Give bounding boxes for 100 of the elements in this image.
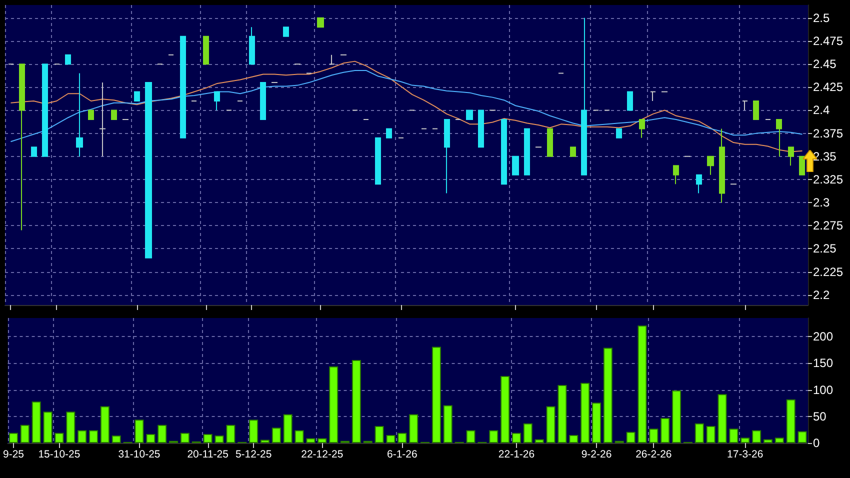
candlestick bbox=[180, 36, 186, 138]
bar bbox=[329, 366, 338, 443]
candlestick bbox=[753, 100, 759, 120]
y-tick-label: 100 bbox=[813, 382, 834, 397]
candlestick bbox=[444, 118, 450, 194]
bar bbox=[214, 436, 224, 443]
bar bbox=[774, 438, 784, 443]
bar bbox=[158, 424, 167, 443]
x-tick-label: 5-12-25 bbox=[235, 448, 272, 460]
line-series bbox=[10, 70, 803, 142]
bar bbox=[43, 412, 52, 443]
bar bbox=[512, 432, 521, 443]
bar bbox=[249, 420, 258, 443]
x-tick-label: 17-3-26 bbox=[727, 448, 764, 460]
candlestick bbox=[788, 146, 794, 166]
bar bbox=[558, 385, 567, 443]
bar bbox=[432, 346, 441, 443]
candlestick bbox=[99, 82, 106, 157]
bar bbox=[740, 438, 750, 443]
y-tick-label: 2.375 bbox=[813, 126, 844, 140]
candlestick bbox=[375, 137, 381, 185]
bar bbox=[54, 432, 64, 443]
bar bbox=[283, 414, 292, 443]
bar bbox=[798, 431, 807, 443]
y-tick-label: 2.4 bbox=[813, 103, 830, 118]
bar bbox=[660, 418, 670, 443]
bar bbox=[672, 390, 682, 443]
x-tick-label: 6-1-26 bbox=[386, 448, 418, 460]
bar bbox=[386, 435, 396, 443]
candlestick bbox=[134, 91, 140, 102]
y-tick-label: 2.275 bbox=[813, 218, 844, 233]
y-tick-label: 2.5 bbox=[813, 10, 830, 25]
y-tick-label: 50 bbox=[813, 409, 827, 424]
candlestick bbox=[42, 64, 48, 157]
bar bbox=[226, 424, 236, 443]
bar bbox=[203, 434, 212, 443]
bar bbox=[489, 430, 498, 443]
x-tick-label: 22-1-26 bbox=[498, 448, 535, 460]
candlestick bbox=[111, 110, 117, 120]
y-tick-label: 2.2 bbox=[813, 288, 830, 302]
bar bbox=[694, 423, 704, 443]
candlestick bbox=[616, 128, 622, 138]
bar bbox=[592, 402, 602, 443]
y-tick-label: 0 bbox=[813, 436, 820, 450]
y-tick-label: 2.45 bbox=[813, 57, 837, 72]
y-tick-label: 2.325 bbox=[813, 172, 844, 186]
bar bbox=[78, 430, 87, 443]
x-tick-label: 26-2-26 bbox=[636, 448, 672, 460]
x-tick-label: 22-12-25 bbox=[301, 448, 344, 460]
candlestick bbox=[65, 54, 71, 65]
bar bbox=[569, 435, 578, 443]
candlestick bbox=[639, 118, 645, 138]
candlestick bbox=[466, 110, 473, 120]
bar bbox=[500, 376, 510, 443]
bar bbox=[112, 436, 121, 443]
bar bbox=[546, 406, 556, 443]
bar bbox=[763, 439, 772, 443]
bar bbox=[409, 414, 418, 443]
candlestick bbox=[317, 17, 324, 28]
x-tick-label: 20-11-25 bbox=[187, 448, 229, 460]
candlestick bbox=[203, 36, 209, 65]
bar bbox=[649, 428, 658, 443]
bar bbox=[729, 428, 738, 443]
candlestick bbox=[776, 118, 782, 157]
bar bbox=[180, 432, 190, 443]
candlestick bbox=[329, 54, 335, 65]
candlestick bbox=[283, 26, 289, 37]
bar bbox=[534, 439, 544, 443]
candlestick bbox=[707, 156, 714, 176]
bar bbox=[294, 430, 304, 443]
candlestick bbox=[145, 82, 152, 258]
bar bbox=[32, 402, 41, 443]
bar bbox=[8, 432, 18, 443]
candlestick bbox=[76, 72, 83, 157]
candlestick bbox=[627, 91, 633, 111]
candlestick bbox=[31, 146, 37, 157]
candlestick bbox=[214, 91, 220, 111]
bar bbox=[718, 394, 727, 443]
bar bbox=[786, 399, 796, 443]
bar bbox=[306, 438, 316, 443]
y-tick-label: 200 bbox=[813, 330, 834, 344]
x-tick-label: 15-10-25 bbox=[38, 448, 80, 460]
candlestick bbox=[501, 118, 507, 185]
candlestick bbox=[386, 128, 392, 138]
candlestick bbox=[249, 26, 255, 65]
candlestick bbox=[799, 156, 805, 176]
bar bbox=[752, 430, 762, 443]
candlestick bbox=[547, 128, 553, 157]
bar bbox=[603, 348, 612, 443]
bar bbox=[260, 440, 270, 443]
candlestick bbox=[88, 110, 94, 120]
bar bbox=[374, 426, 384, 443]
candlestick bbox=[524, 128, 530, 176]
y-tick-label: 150 bbox=[813, 356, 834, 370]
candlestick bbox=[696, 174, 702, 194]
bar bbox=[134, 420, 144, 443]
candlestick bbox=[673, 165, 679, 185]
y-tick-label: 2.225 bbox=[813, 264, 844, 279]
candlestick bbox=[650, 91, 656, 102]
bar bbox=[318, 438, 327, 443]
